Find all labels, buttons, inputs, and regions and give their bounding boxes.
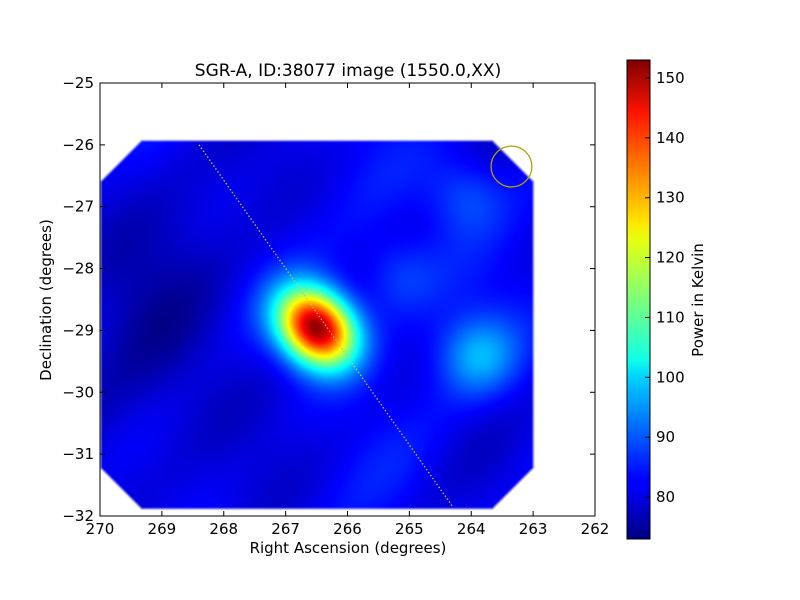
y-tick-label: −32 <box>62 507 94 525</box>
y-tick-label: −28 <box>62 260 94 278</box>
x-axis-label: Right Ascension (degrees) <box>250 539 447 557</box>
chart-title: SGR-A, ID:38077 image (1550.0,XX) <box>195 61 501 81</box>
colorbar-label: Power in Kelvin <box>689 243 707 357</box>
colorbar-tick-label: 150 <box>656 69 685 87</box>
colorbar-gradient <box>626 59 651 540</box>
y-axis-ticks: −25 −26 −27 −28 −29 −30 −31 −32 <box>62 74 595 525</box>
colorbar-tick-label: 120 <box>656 249 685 267</box>
x-tick-label: 270 <box>86 520 115 538</box>
colorbar-tick-label: 80 <box>656 488 675 506</box>
colorbar-tick-label: 140 <box>656 129 685 147</box>
x-tick-label: 264 <box>457 520 486 538</box>
y-tick-label: −26 <box>62 136 94 154</box>
colorbar-ticks: 80 90 100 110 120 130 140 150 <box>645 69 685 506</box>
colorbar-tick-label: 100 <box>656 368 685 386</box>
colorbar-tick-label: 110 <box>656 308 685 326</box>
x-tick-label: 262 <box>581 520 610 538</box>
y-tick-label: −27 <box>62 198 94 216</box>
colorbar: 80 90 100 110 120 130 140 150 Power in Kelvin <box>626 59 707 540</box>
x-tick-label: 268 <box>209 520 238 538</box>
y-tick-label: −25 <box>62 74 94 92</box>
circle-marker <box>490 145 533 188</box>
colorbar-tick-label: 90 <box>656 428 675 446</box>
x-tick-label: 266 <box>333 520 362 538</box>
x-tick-label: 269 <box>148 520 177 538</box>
x-tick-label: 267 <box>271 520 300 538</box>
x-tick-label: 265 <box>395 520 424 538</box>
dotted-line <box>198 144 454 508</box>
y-axis-label: Declination (degrees) <box>37 219 55 381</box>
x-tick-label: 263 <box>519 520 548 538</box>
y-tick-label: −29 <box>62 321 94 339</box>
dotted-line-path <box>198 144 454 508</box>
y-tick-label: −30 <box>62 383 94 401</box>
colorbar-tick-label: 130 <box>656 189 685 207</box>
heatmap-image <box>100 83 595 516</box>
plot-area <box>99 82 596 517</box>
x-axis-ticks: 270 269 268 267 266 265 264 263 262 <box>86 83 610 538</box>
y-tick-label: −31 <box>62 445 94 463</box>
